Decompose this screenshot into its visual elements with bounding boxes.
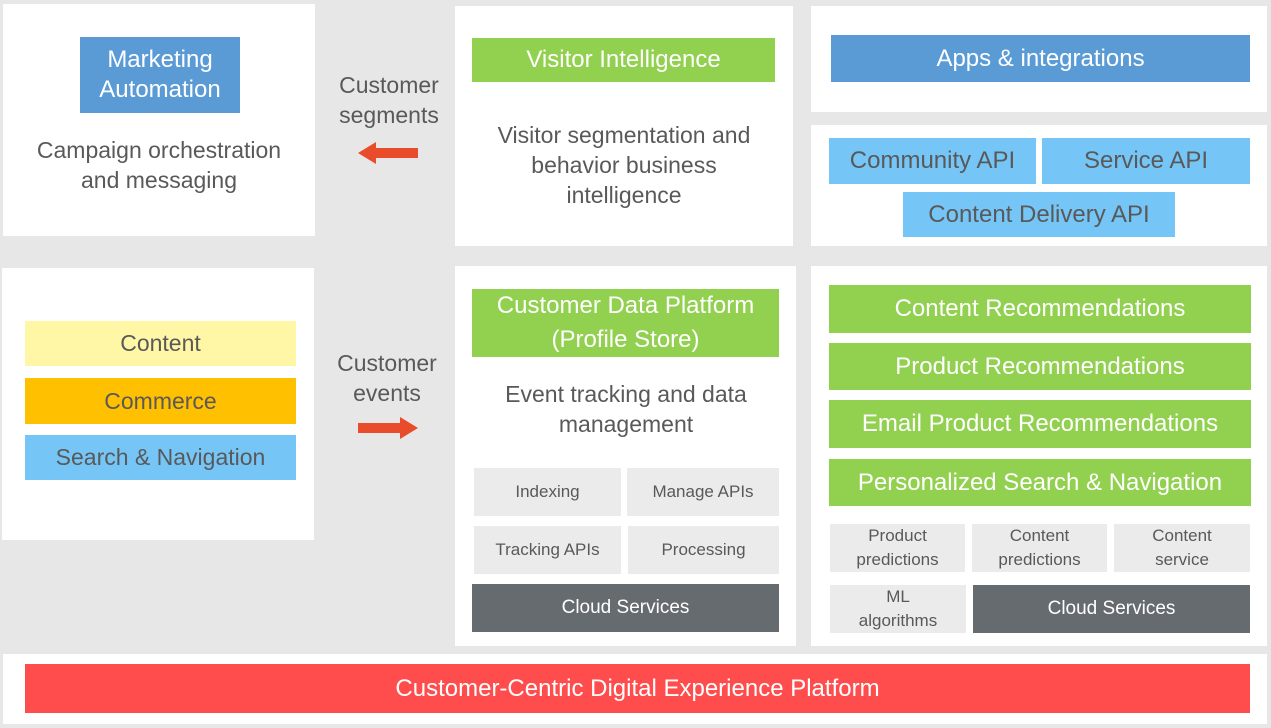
content-channel-box: Content	[25, 321, 296, 366]
search-navigation-channel-box: Search & Navigation	[25, 435, 296, 480]
rec-cloud-services-box: Cloud Services	[973, 585, 1250, 633]
marketing-automation-box: Marketing Automation	[80, 37, 240, 113]
tracking-apis-box: Tracking APIs	[474, 526, 621, 574]
visitor-intelligence-box: Visitor Intelligence	[472, 38, 775, 82]
commerce-channel-box: Commerce	[25, 378, 296, 424]
content-service-box: Content service	[1114, 524, 1250, 572]
arrow-right-icon	[358, 417, 418, 439]
email-product-recommendations-box: Email Product Recommendations	[829, 400, 1251, 448]
apps-integrations-box: Apps & integrations	[831, 35, 1250, 82]
marketing-description: Campaign orchestration and messaging	[36, 137, 282, 193]
product-recommendations-box: Product Recommendations	[829, 343, 1251, 390]
ml-algorithms-box: ML algorithms	[830, 585, 966, 633]
cdp-description: Event tracking and data management	[505, 381, 747, 437]
community-api-box: Community API	[829, 138, 1036, 184]
content-delivery-api-box: Content Delivery API	[903, 192, 1175, 237]
processing-box: Processing	[628, 526, 779, 574]
personalized-search-navigation-box: Personalized Search & Navigation	[829, 459, 1251, 506]
product-predictions-box: Product predictions	[830, 524, 965, 572]
customer-segments-label: Customer segments	[339, 72, 439, 128]
manage-apis-box: Manage APIs	[627, 468, 779, 516]
cdp-cloud-services-box: Cloud Services	[472, 584, 779, 632]
content-recommendations-box: Content Recommendations	[829, 285, 1251, 333]
content-predictions-box: Content predictions	[972, 524, 1107, 572]
customer-data-platform-box: Customer Data Platform (Profile Store)	[472, 289, 779, 357]
service-api-box: Service API	[1042, 138, 1250, 184]
indexing-box: Indexing	[474, 468, 621, 516]
arrow-left-icon	[358, 142, 418, 164]
customer-events-label: Customer events	[337, 350, 437, 406]
platform-bar: Customer-Centric Digital Experience Plat…	[25, 664, 1250, 713]
visitor-description: Visitor segmentation and behavior busine…	[497, 122, 751, 208]
